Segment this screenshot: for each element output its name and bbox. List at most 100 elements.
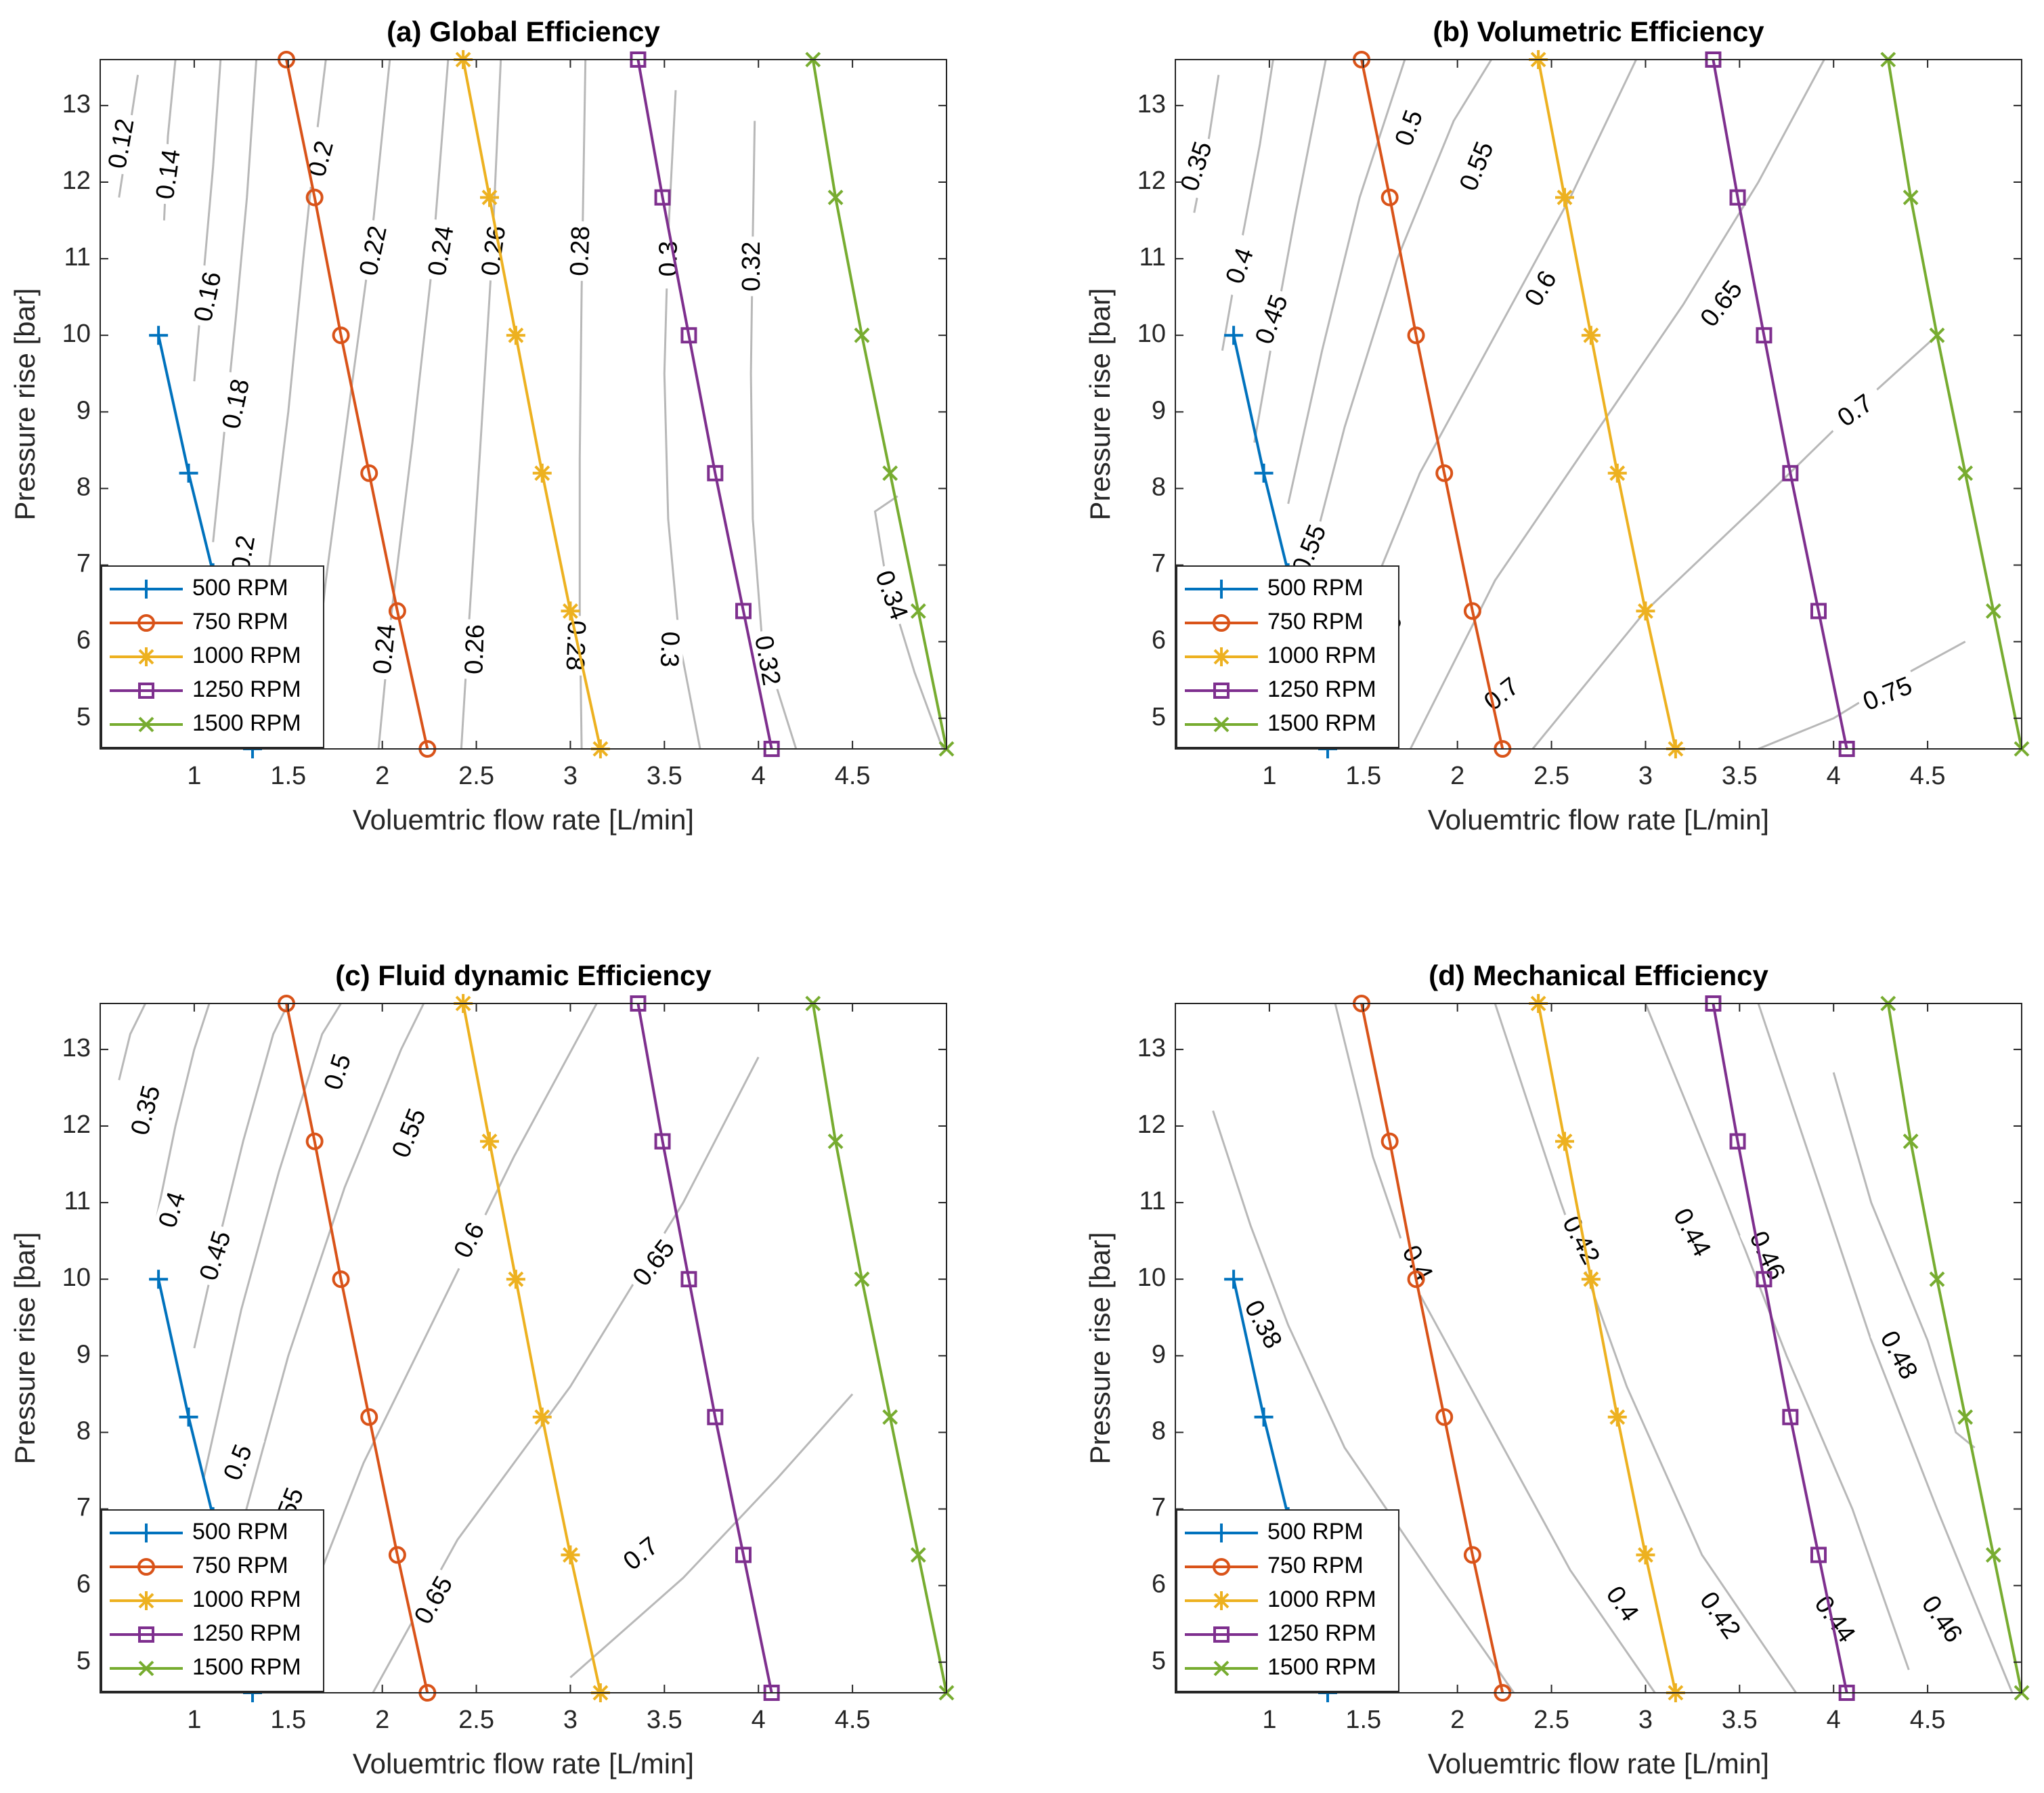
series-marker	[305, 188, 324, 207]
series-line	[1886, 60, 2022, 749]
series-marker	[854, 327, 870, 343]
contour-label-bg	[1248, 286, 1298, 353]
series-line	[1360, 60, 1504, 749]
y-tick-label: 7	[1152, 550, 1166, 578]
y-axis-title: Pressure rise [bar]	[9, 288, 41, 520]
x-tick-label: 3	[1638, 762, 1653, 790]
contour-line	[1221, 60, 1274, 351]
contour-label-bg	[1386, 95, 1435, 162]
legend-marker	[1213, 683, 1230, 699]
x-tick-label: 3.5	[647, 1706, 682, 1734]
series-marker	[532, 1407, 552, 1427]
y-axis-title: Pressure rise [bar]	[1084, 288, 1116, 520]
y-axis-title: Pressure rise [bar]	[9, 1232, 41, 1464]
x-tick-label: 4	[752, 1706, 766, 1734]
contour-label-bg	[125, 1078, 170, 1144]
series-marker	[561, 601, 580, 621]
y-tick-label: 7	[1152, 1494, 1166, 1522]
legend-label: 1250 RPM	[192, 1620, 301, 1646]
series-marker	[1224, 1270, 1244, 1289]
contour-line	[1409, 60, 1825, 749]
contour-line	[1343, 60, 1637, 657]
contour-label-bg	[1592, 1572, 1651, 1638]
series-marker	[1607, 463, 1627, 483]
x-tick-label: 4.5	[1910, 1706, 1946, 1734]
contour-label-bg	[625, 1231, 685, 1297]
series-marker	[1810, 1547, 1827, 1563]
legend-label: 1250 RPM	[1267, 1620, 1376, 1646]
plot-frame	[1175, 1003, 2022, 1693]
series-marker	[1957, 1409, 1974, 1425]
contour-label-bg	[460, 619, 493, 680]
contour-label-bg	[422, 219, 462, 283]
series-line	[1712, 60, 1848, 749]
contour-line	[193, 60, 222, 382]
series-marker	[1435, 1408, 1454, 1426]
series-marker	[854, 1271, 870, 1287]
contour-line	[212, 60, 258, 542]
series-marker	[179, 463, 198, 483]
x-tick-label: 2	[375, 1706, 389, 1734]
series-marker	[1756, 1271, 1773, 1288]
legend-marker	[1212, 580, 1231, 599]
x-tick-label: 2.5	[1534, 1706, 1569, 1734]
contour-label-bg	[1823, 383, 1890, 441]
series-line	[462, 1003, 602, 1693]
legend-marker	[137, 647, 156, 666]
y-tick-label: 10	[1137, 1263, 1166, 1292]
series-line	[462, 60, 602, 749]
series-marker	[1985, 603, 2001, 619]
x-tick-label: 4.5	[835, 1706, 871, 1734]
y-tick-label: 6	[77, 626, 91, 655]
legend-marker	[137, 1591, 156, 1610]
series-line	[1537, 1003, 1677, 1693]
series-marker	[1902, 190, 1919, 206]
y-tick-label: 5	[1152, 1647, 1166, 1675]
contour-label-bg	[737, 236, 768, 297]
x-axis-title: Voluemtric flow rate [L/min]	[353, 1748, 694, 1779]
contour-label: 0.45	[194, 1228, 237, 1284]
x-tick-label: 3.5	[647, 762, 682, 790]
y-tick-label: 13	[1137, 90, 1166, 118]
series-marker	[1463, 1546, 1481, 1564]
contour-label: 0.26	[476, 224, 511, 278]
series-marker	[1435, 464, 1454, 482]
contour-line	[1287, 60, 1406, 504]
y-tick-label: 7	[77, 550, 91, 578]
series-marker	[680, 1271, 697, 1288]
contour-label: 0.28	[561, 620, 591, 671]
contour-line	[1645, 1003, 1910, 1670]
chart-title: (d) Mechanical Efficiency	[1429, 959, 1768, 991]
x-tick-label: 1.5	[1345, 762, 1381, 790]
contour-label-bg	[1689, 1583, 1749, 1649]
contour-label-bg	[353, 219, 396, 284]
chart-panel-3: 0.350.40.450.50.550.60.650.70.50.550.651…	[9, 959, 955, 1779]
series-marker	[179, 1407, 198, 1427]
series-marker	[305, 1132, 324, 1150]
series-marker	[149, 326, 169, 345]
contour-label-bg	[188, 265, 230, 330]
series-marker	[1902, 1133, 1919, 1150]
series-marker	[480, 188, 499, 207]
contour-label-bg	[193, 1223, 240, 1289]
contour-label: 0.22	[354, 223, 392, 278]
contour-label-bg	[1854, 670, 1921, 720]
x-tick-label: 3	[1638, 1706, 1653, 1734]
contour-label-bg	[1175, 133, 1221, 200]
series-marker	[1929, 1271, 1945, 1287]
series-marker	[1380, 1132, 1399, 1150]
contour-line	[569, 1393, 854, 1679]
contour-label: 0.3	[655, 241, 683, 277]
plot-frame	[100, 59, 947, 750]
series-line	[636, 60, 773, 749]
series-marker	[827, 1133, 844, 1150]
series-marker	[1957, 465, 1974, 481]
legend-marker	[137, 614, 155, 632]
series-line	[636, 1003, 773, 1693]
contour-label-bg	[1234, 1291, 1289, 1359]
x-tick-label: 2.5	[458, 762, 494, 790]
x-tick-label: 1.5	[1345, 1706, 1381, 1734]
y-tick-label: 12	[62, 167, 91, 195]
series-marker	[1782, 465, 1799, 481]
x-tick-label: 4	[1827, 1706, 1841, 1734]
